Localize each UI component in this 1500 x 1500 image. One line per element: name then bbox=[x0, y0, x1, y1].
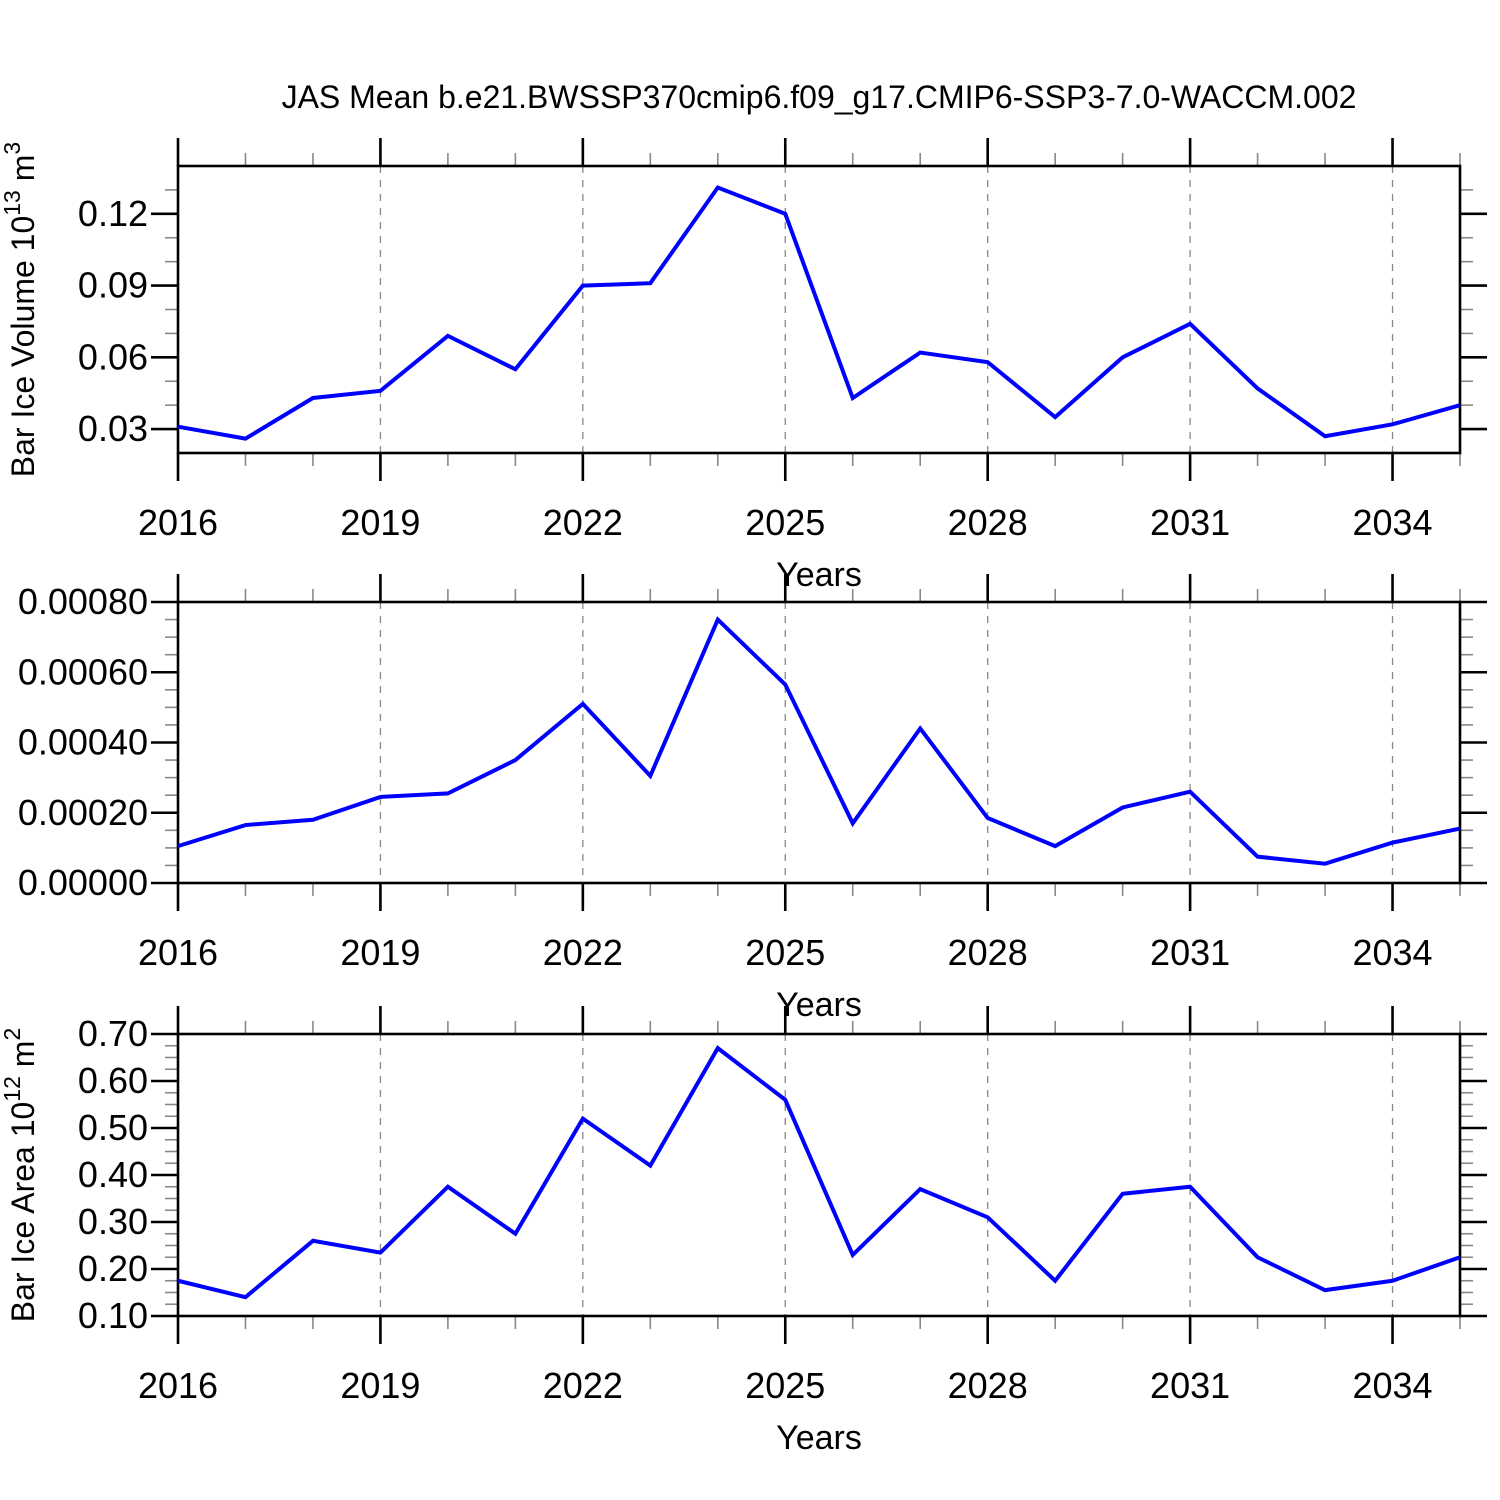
y-tick-label: 0.20 bbox=[78, 1248, 148, 1289]
y-tick-label: 0.00020 bbox=[18, 792, 148, 833]
x-tick-label: 2028 bbox=[948, 932, 1028, 973]
x-tick-label: 2025 bbox=[745, 932, 825, 973]
x-tick-label: 2025 bbox=[745, 502, 825, 543]
x-tick-label: 2034 bbox=[1352, 502, 1432, 543]
y-tick-label: 0.50 bbox=[78, 1107, 148, 1148]
y-tick-label: 0.00060 bbox=[18, 651, 148, 692]
x-tick-label: 2019 bbox=[340, 1365, 420, 1406]
y-axis-label: Bar Ice Volume 1013 m3 bbox=[0, 142, 41, 477]
x-tick-label: 2016 bbox=[138, 932, 218, 973]
y-tick-label: 0.09 bbox=[78, 265, 148, 306]
x-tick-label: 2034 bbox=[1352, 932, 1432, 973]
figure-title: JAS Mean b.e21.BWSSP370cmip6.f09_g17.CMI… bbox=[282, 79, 1357, 115]
y-tick-label: 0.00040 bbox=[18, 722, 148, 763]
y-tick-label: 0.40 bbox=[78, 1154, 148, 1195]
y-tick-label: 0.00000 bbox=[18, 862, 148, 903]
x-tick-label: 2016 bbox=[138, 502, 218, 543]
y-tick-label: 0.03 bbox=[78, 408, 148, 449]
x-axis-caption: Years bbox=[776, 986, 862, 1024]
x-tick-label: 2016 bbox=[138, 1365, 218, 1406]
y-tick-label: 0.70 bbox=[78, 1013, 148, 1054]
data-line bbox=[177, 616, 1461, 866]
x-tick-label: 2022 bbox=[543, 1365, 623, 1406]
x-tick-label: 2022 bbox=[543, 502, 623, 543]
x-tick-label: 2031 bbox=[1150, 932, 1230, 973]
x-tick-label: 2028 bbox=[948, 502, 1028, 543]
y-axis-label: Bar Ice Area 1012 m2 bbox=[0, 1028, 41, 1323]
x-tick-label: 2022 bbox=[543, 932, 623, 973]
y-tick-label: 0.60 bbox=[78, 1060, 148, 1101]
x-tick-label: 2025 bbox=[745, 1365, 825, 1406]
y-tick-label: 0.30 bbox=[78, 1201, 148, 1242]
axis-frame bbox=[176, 164, 1462, 455]
x-axis-caption: Years bbox=[776, 1419, 862, 1457]
x-axis-caption: Years bbox=[776, 556, 862, 594]
x-tick-label: 2031 bbox=[1150, 1365, 1230, 1406]
data-line bbox=[177, 1045, 1461, 1300]
chart-panels: 2016 2019 2022 2025 2028 2031 2034 0.03 0.06 0.09… bbox=[0, 138, 1487, 1457]
x-tick-label: 2019 bbox=[340, 932, 420, 973]
chart-panel-2: 2016 2019 2022 2025 2028 2031 2034 0.00000 0.000… bbox=[18, 574, 1487, 1024]
x-tick-label: 2031 bbox=[1150, 502, 1230, 543]
chart-panel-1: 2016 2019 2022 2025 2028 2031 2034 0.03 0.06 0.09… bbox=[0, 138, 1487, 594]
axis-frame bbox=[176, 600, 1462, 885]
y-tick-label: 0.06 bbox=[78, 336, 148, 377]
axis-frame bbox=[176, 1032, 1462, 1318]
y-tick-label: 0.00080 bbox=[18, 581, 148, 622]
x-tick-label: 2019 bbox=[340, 502, 420, 543]
y-tick-label: 0.10 bbox=[78, 1295, 148, 1336]
data-line bbox=[177, 185, 1461, 441]
chart-panel-3: 2016 2019 2022 2025 2028 2031 2034 0.10 0.20 0.30… bbox=[0, 1006, 1487, 1457]
y-tick-label: 0.12 bbox=[78, 193, 148, 234]
x-tick-label: 2028 bbox=[948, 1365, 1028, 1406]
x-tick-label: 2034 bbox=[1352, 1365, 1432, 1406]
